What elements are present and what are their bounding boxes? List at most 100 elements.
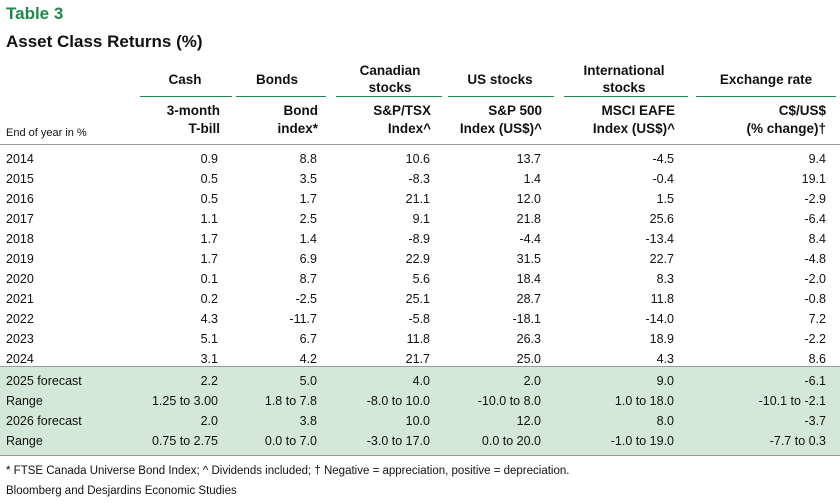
table-cell: 9.0 xyxy=(656,374,674,388)
table-cell: 11.8 xyxy=(650,292,674,306)
forecast-row: 2026 forecast 2.0 3.8 10.0 12.0 8.0 -3.7 xyxy=(0,412,840,432)
table-cell: 25.1 xyxy=(405,292,430,306)
table-cell: 18.9 xyxy=(649,332,674,346)
table-title: Asset Class Returns (%) xyxy=(6,32,203,51)
group-header-us-stocks: US stocks xyxy=(467,71,533,87)
table-cell: 6.7 xyxy=(299,332,317,346)
data-rows: 2014 0.9 8.8 10.6 13.7 -4.5 9.4 2015 0.5 3.5 -8.3 1… xyxy=(0,150,840,370)
row-label: 2019 xyxy=(6,252,34,266)
table-cell: 1.7 xyxy=(200,252,218,266)
forecast-block xyxy=(0,367,840,455)
subheader-us-stocks: S&P 500 Index (US$)^ xyxy=(459,103,542,136)
row-label: 2025 forecast xyxy=(6,374,82,388)
table-cell: -4.8 xyxy=(804,252,826,266)
table-cell: 2.5 xyxy=(299,212,317,226)
row-label: Range xyxy=(6,434,43,448)
table-cell: -4.5 xyxy=(652,152,674,166)
table-row: 2021 0.2 -2.5 25.1 28.7 11.8 -0.8 xyxy=(0,290,840,310)
table-cell: 1.4 xyxy=(299,232,317,246)
table-cell: -0.8 xyxy=(804,292,826,306)
group-underline xyxy=(564,96,688,97)
table-cell: 25.0 xyxy=(516,352,541,366)
forecast-row: 2025 forecast 2.2 5.0 4.0 2.0 9.0 -6.1 xyxy=(0,372,840,392)
subheader-bonds: Bond index* xyxy=(277,103,318,136)
table-cell: 1.5 xyxy=(656,192,674,206)
table-row: 2020 0.1 8.7 5.6 18.4 8.3 -2.0 xyxy=(0,270,840,290)
table-cell: 9.4 xyxy=(808,152,826,166)
table-cell: -8.3 xyxy=(408,172,430,186)
table-cell: 3.5 xyxy=(299,172,317,186)
table-cell: 5.1 xyxy=(200,332,218,346)
table-cell: 0.1 xyxy=(200,272,218,286)
table-cell: 5.0 xyxy=(299,374,317,388)
table-cell: 10.6 xyxy=(405,152,430,166)
table-cell: -2.2 xyxy=(804,332,826,346)
table-cell: 19.1 xyxy=(801,172,826,186)
table-row: 2024 3.1 4.2 21.7 25.0 4.3 8.6 xyxy=(0,350,840,370)
table-cell: 11.8 xyxy=(406,332,430,346)
table-cell: -2.0 xyxy=(804,272,826,286)
group-header-exchange-rate: Exchange rate xyxy=(719,71,813,87)
group-underline xyxy=(696,96,836,97)
row-label: 2023 xyxy=(6,332,34,346)
row-label: 2017 xyxy=(6,212,34,226)
table-cell: -6.1 xyxy=(804,374,826,388)
table-cell: 10.0 xyxy=(405,414,430,428)
table-cell: 3.8 xyxy=(299,414,317,428)
row-label: 2015 xyxy=(6,172,34,186)
header-divider xyxy=(0,144,840,145)
table-cell: 3.1 xyxy=(200,352,218,366)
table-cell: -8.0 to 10.0 xyxy=(366,394,430,408)
table-cell: 31.5 xyxy=(516,252,541,266)
row-header-label: End of year in % xyxy=(6,127,87,139)
table-cell: 1.0 to 18.0 xyxy=(614,394,674,408)
table-cell: 21.7 xyxy=(405,352,430,366)
table-cell: 21.8 xyxy=(516,212,541,226)
table-cell: 1.25 to 3.00 xyxy=(151,394,218,408)
table-cell: 12.0 xyxy=(516,414,541,428)
table-row: 2023 5.1 6.7 11.8 26.3 18.9 -2.2 xyxy=(0,330,840,350)
table-cell: 8.4 xyxy=(808,232,826,246)
forecast-row: Range 0.75 to 2.75 0.0 to 7.0 -3.0 to 17.0 0… xyxy=(0,432,840,452)
table-cell: 1.7 xyxy=(299,192,317,206)
table-cell: 4.2 xyxy=(299,352,317,366)
table-row: 2022 4.3 -11.7 -5.8 -18.1 -14.0 7.2 xyxy=(0,310,840,330)
table-row: 2017 1.1 2.5 9.1 21.8 25.6 -6.4 xyxy=(0,210,840,230)
group-underline xyxy=(448,96,554,97)
table-cell: 9.1 xyxy=(412,212,430,226)
table-cell: -10.1 to -2.1 xyxy=(758,394,826,408)
row-label: 2024 xyxy=(6,352,34,366)
subheader-canadian-stocks: S&P/TSX Index^ xyxy=(373,103,431,136)
table-cell: 0.9 xyxy=(200,152,218,166)
table-cell: 8.8 xyxy=(299,152,317,166)
table-cell: 12.0 xyxy=(516,192,541,206)
table-cell: 1.8 to 7.8 xyxy=(264,394,317,408)
table-cell: -6.4 xyxy=(804,212,826,226)
row-label: 2014 xyxy=(6,152,34,166)
footnote: * FTSE Canada Universe Bond Index; ^ Div… xyxy=(6,465,570,477)
table-cell: -2.5 xyxy=(295,292,317,306)
table-cell: 22.7 xyxy=(649,252,674,266)
bottom-divider xyxy=(0,455,840,456)
table-cell: 4.3 xyxy=(656,352,674,366)
table-cell: -11.7 xyxy=(289,312,317,326)
table-cell: 28.7 xyxy=(516,292,541,306)
table-row: 2014 0.9 8.8 10.6 13.7 -4.5 9.4 xyxy=(0,150,840,170)
row-label: 2022 xyxy=(6,312,34,326)
forecast-divider xyxy=(0,366,840,367)
row-label: 2020 xyxy=(6,272,34,286)
table-cell: -14.0 xyxy=(645,312,675,326)
table-cell: 6.9 xyxy=(299,252,317,266)
table-cell: 1.7 xyxy=(200,232,218,246)
source-note: Bloomberg and Desjardins Economic Studie… xyxy=(6,485,237,497)
table-cell: -3.7 xyxy=(804,414,826,428)
group-underline xyxy=(336,96,442,97)
table-cell: 2.2 xyxy=(200,374,218,388)
subheader-exchange-rate: C$/US$ (% change)† xyxy=(746,103,826,136)
table-cell: 0.0 to 7.0 xyxy=(264,434,317,448)
table-cell: -1.0 to 19.0 xyxy=(610,434,674,448)
row-label: 2016 xyxy=(6,192,34,206)
table-row: 2019 1.7 6.9 22.9 31.5 22.7 -4.8 xyxy=(0,250,840,270)
table-cell: -3.0 to 17.0 xyxy=(366,434,430,448)
table-row: 2015 0.5 3.5 -8.3 1.4 -0.4 19.1 xyxy=(0,170,840,190)
